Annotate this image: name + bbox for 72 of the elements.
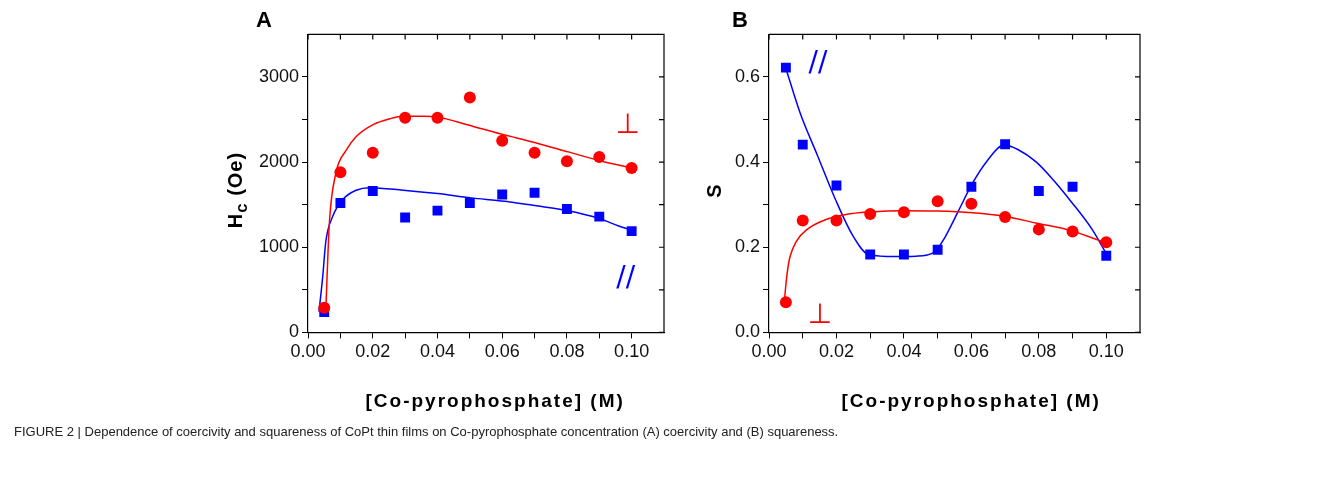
x-tick-label: 0.08 bbox=[549, 341, 585, 362]
series-label: // bbox=[808, 44, 828, 78]
y-tick-label: 1000 bbox=[259, 236, 300, 257]
point bbox=[335, 198, 346, 208]
point bbox=[367, 186, 378, 197]
point bbox=[864, 208, 877, 221]
point bbox=[830, 214, 843, 227]
chart-title: A bbox=[256, 7, 272, 33]
y-tick-label: 3000 bbox=[259, 65, 300, 86]
x-tick-label: 0.06 bbox=[484, 341, 520, 362]
point bbox=[400, 212, 411, 223]
point bbox=[560, 155, 573, 168]
x-tick-label: 0.04 bbox=[419, 341, 456, 362]
series-label: ⊥ bbox=[807, 297, 833, 331]
point bbox=[334, 166, 347, 179]
point bbox=[625, 162, 638, 175]
x-tick-label: 0.00 bbox=[290, 341, 326, 362]
point bbox=[779, 296, 792, 309]
x-axis-title: [Co-pyrophosphate] (M) bbox=[841, 390, 1101, 412]
point bbox=[463, 91, 476, 104]
point bbox=[898, 249, 909, 260]
y-tick-label: 0.0 bbox=[734, 321, 761, 342]
point bbox=[432, 205, 443, 216]
point bbox=[528, 146, 541, 159]
point bbox=[464, 198, 475, 208]
caption: FIGURE 2 | Dependence of coercivity and squareness of CoPt thin films on Co-pyrophosphate concentration (A) coercivity and (B) squareness. bbox=[14, 424, 839, 439]
chart-title: B bbox=[732, 7, 748, 33]
point bbox=[431, 111, 444, 124]
point bbox=[780, 62, 791, 73]
x-tick-label: 0.10 bbox=[1088, 341, 1124, 362]
x-axis-title: [Co-pyrophosphate] (M) bbox=[365, 390, 625, 412]
point bbox=[593, 151, 606, 164]
point bbox=[932, 244, 943, 255]
point bbox=[999, 211, 1012, 224]
point bbox=[1033, 186, 1044, 197]
point bbox=[965, 197, 978, 210]
point bbox=[497, 189, 508, 200]
y-tick-label: 0 bbox=[289, 321, 300, 342]
x-tick-label: 0.02 bbox=[355, 341, 391, 362]
point bbox=[797, 139, 808, 150]
x-tick-label: 0.00 bbox=[751, 341, 787, 362]
series-label: // bbox=[616, 260, 636, 294]
x-tick-label: 0.02 bbox=[818, 341, 854, 362]
x-tick-label: 0.04 bbox=[886, 341, 922, 362]
point bbox=[529, 187, 540, 198]
point bbox=[1032, 223, 1045, 236]
point bbox=[1100, 236, 1113, 249]
series-label: ⊥ bbox=[615, 107, 640, 141]
x-tick-label: 0.08 bbox=[1021, 341, 1057, 362]
point bbox=[966, 181, 977, 192]
x-tick-label: 0.10 bbox=[614, 341, 650, 362]
point bbox=[318, 301, 331, 314]
point bbox=[931, 195, 944, 208]
y-tick-label: 0.4 bbox=[734, 151, 761, 172]
point bbox=[1101, 250, 1112, 261]
x-tick-label: 0.06 bbox=[953, 341, 989, 362]
y-tick-label: 0.6 bbox=[734, 65, 761, 86]
point bbox=[897, 206, 910, 219]
point bbox=[496, 134, 509, 147]
point bbox=[594, 211, 605, 222]
point bbox=[1066, 225, 1079, 238]
point bbox=[399, 111, 412, 124]
y-tick-label: 2000 bbox=[259, 151, 300, 172]
point bbox=[865, 249, 876, 260]
point bbox=[561, 203, 572, 214]
point bbox=[626, 226, 637, 237]
point bbox=[366, 146, 379, 159]
y-axis-title: S bbox=[702, 182, 726, 198]
point bbox=[796, 214, 809, 227]
point bbox=[1000, 139, 1011, 150]
point bbox=[1067, 181, 1078, 192]
y-tick-label: 0.2 bbox=[734, 236, 761, 257]
